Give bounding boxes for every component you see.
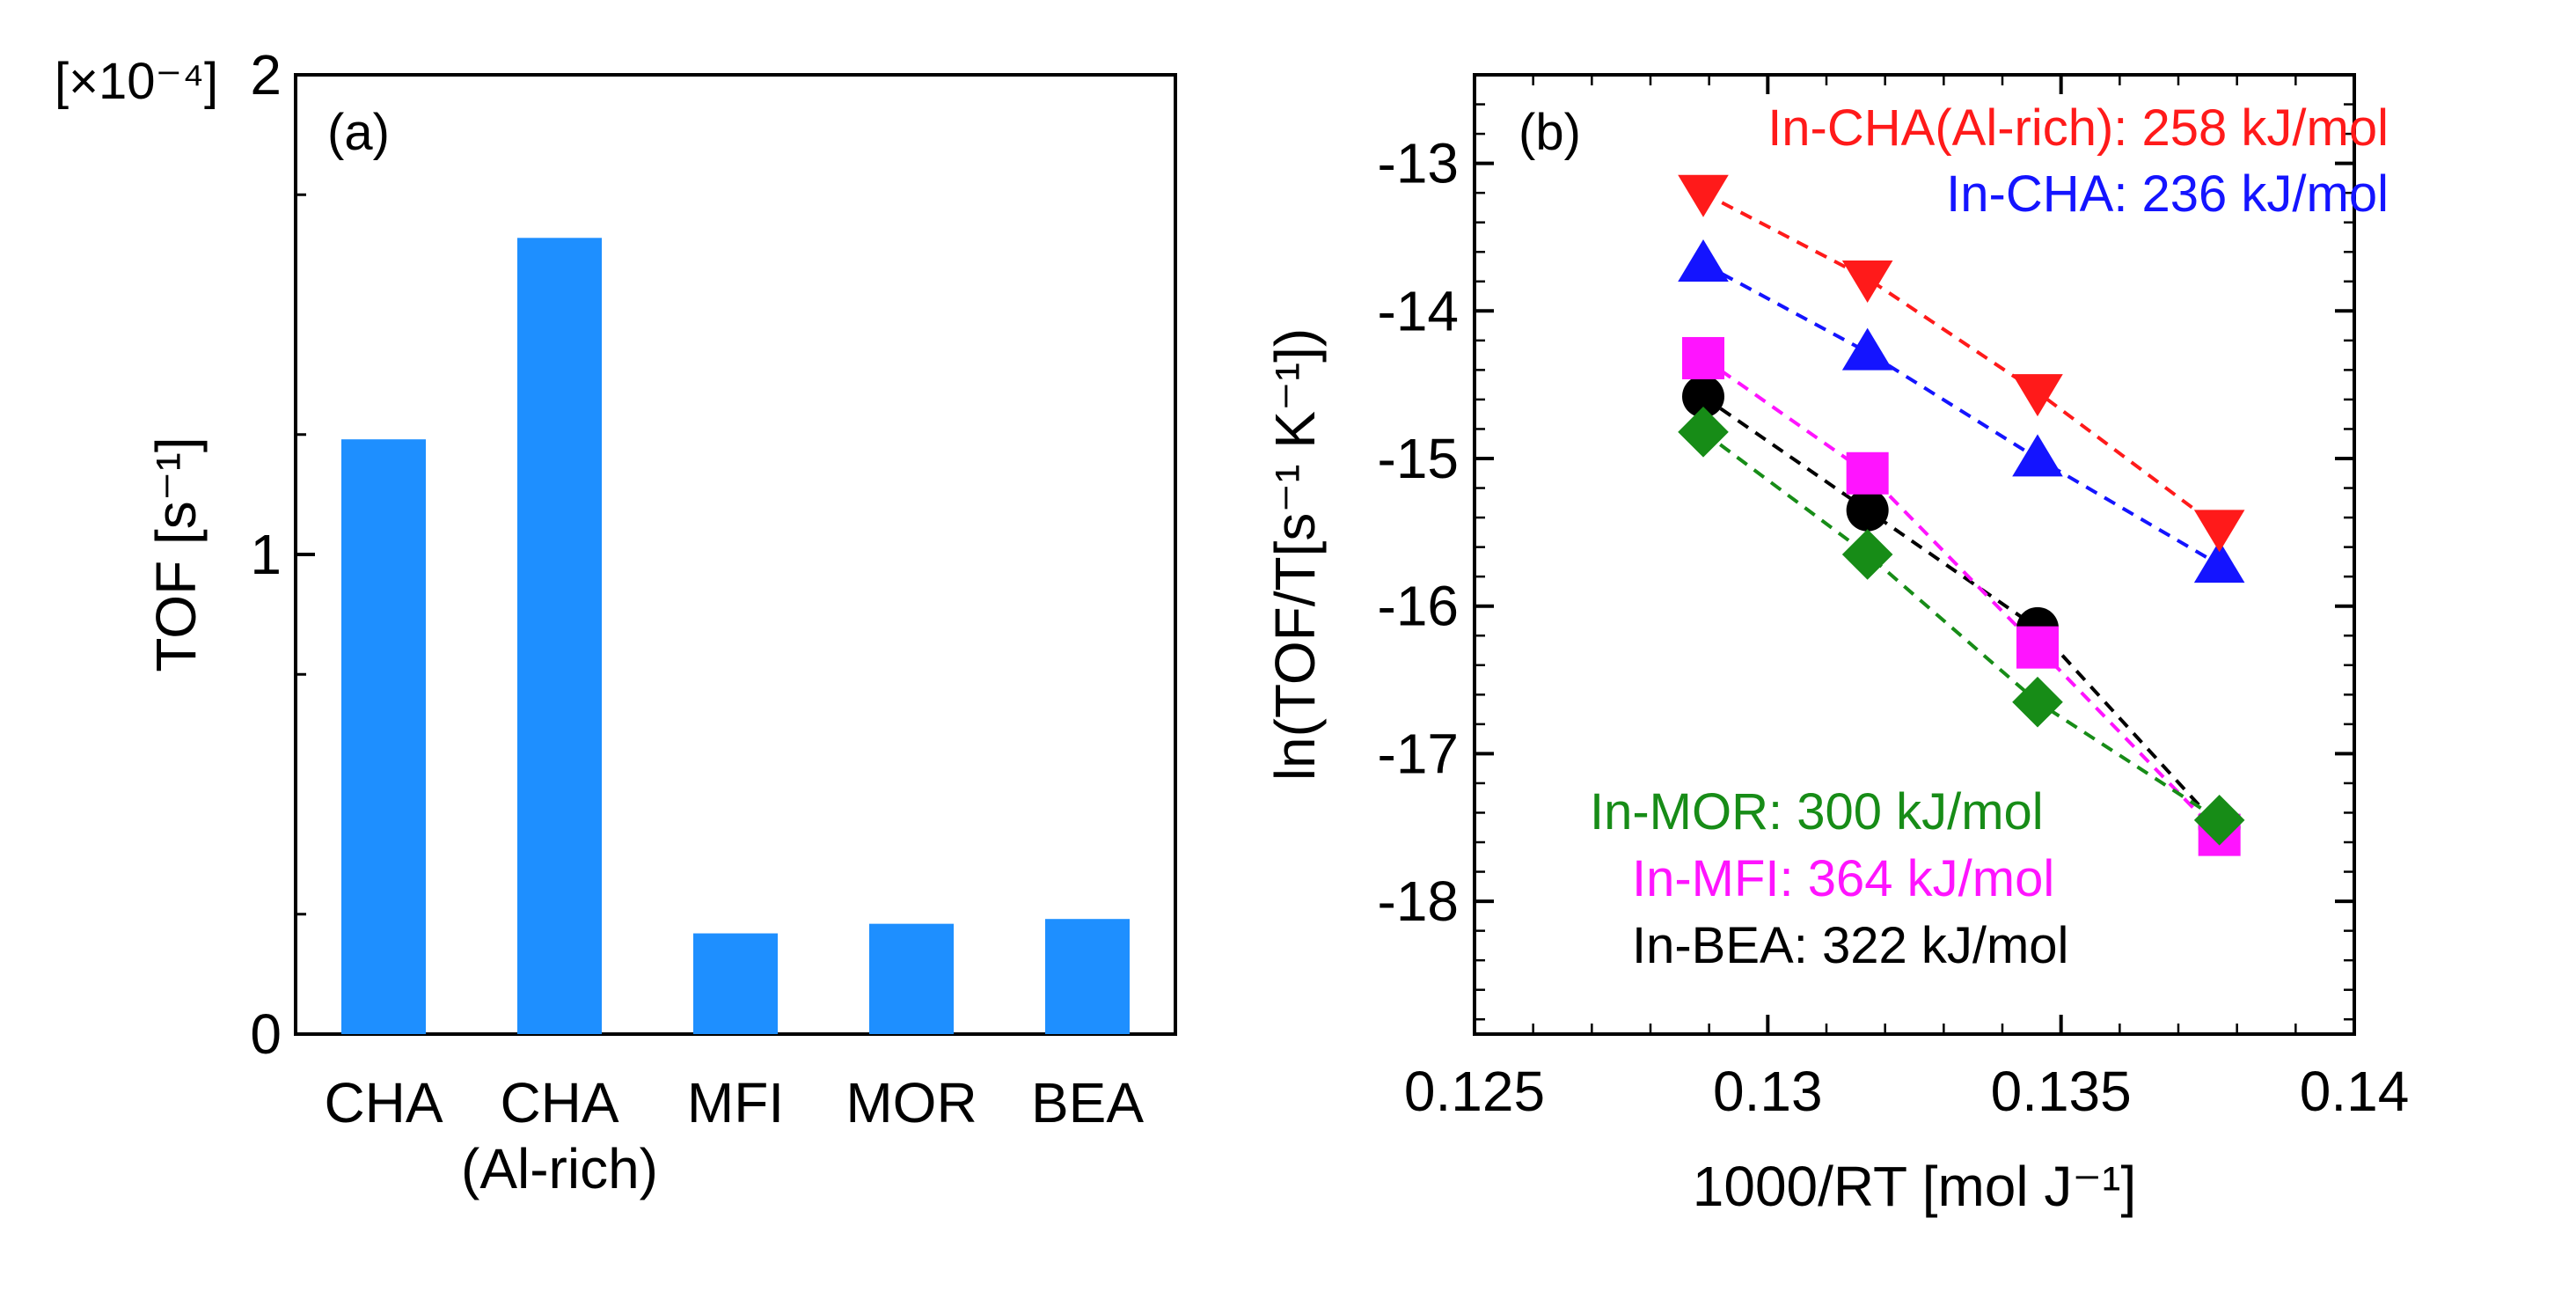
bar-mor <box>869 923 954 1034</box>
legend-in-bea: In-BEA: 322 kJ/mol <box>1632 917 2068 974</box>
point-in-mfi <box>1682 336 1724 379</box>
legend-in-mfi: In-MFI: 364 kJ/mol <box>1632 850 2054 907</box>
point-in-bea <box>1846 488 1889 532</box>
panel-a-multiplier: [×10⁻⁴] <box>55 53 218 110</box>
series-line-in-bea <box>1701 394 2221 829</box>
panel-b-plot-frame <box>1473 73 2356 1036</box>
panel-b-label: (b) <box>1519 104 1581 161</box>
x-tick-label: 0.135 <box>1991 1060 2132 1123</box>
bar-mfi <box>693 933 778 1034</box>
x-tick-label: 0.13 <box>1713 1060 1823 1123</box>
series-line-in-mor <box>1701 430 2221 822</box>
series-line-in-cha-al-rich <box>1702 191 2221 530</box>
point-in-mor <box>2012 676 2063 728</box>
x-tick-label: 0.14 <box>2300 1060 2410 1123</box>
point-in-bea <box>1682 375 1724 418</box>
bar-cha <box>341 439 426 1034</box>
y-tick-label: -13 <box>1378 132 1460 195</box>
panel-a-y-axis-title: TOF [s⁻¹] <box>144 437 208 672</box>
legend-in-cha: In-CHA: 236 kJ/mol <box>1946 165 2389 223</box>
x-tick-label: CHA <box>324 1071 443 1134</box>
point-in-cha <box>2012 434 2063 477</box>
y-tick-label: -17 <box>1378 722 1460 785</box>
point-in-cha <box>2193 540 2245 583</box>
point-in-mfi <box>1846 451 1889 495</box>
panel-a-bars <box>341 238 1130 1034</box>
y-tick-label: 1 <box>250 523 282 586</box>
point-in-cha <box>1678 239 1729 283</box>
panel-a-y-axis: 0 1 2 <box>250 43 315 1066</box>
panel-b-x-axis-title: 1000/RT [mol J⁻¹] <box>1693 1155 2137 1218</box>
x-tick-label: MFI <box>687 1071 784 1134</box>
y-tick-label: 0 <box>250 1002 282 1066</box>
point-in-mor <box>1841 529 1893 580</box>
legend-in-cha-al-rich: In-CHA(Al-rich): 258 kJ/mol <box>1767 99 2389 157</box>
point-in-cha-al-rich <box>2193 510 2245 553</box>
x-tick-label: BEA <box>1031 1071 1144 1134</box>
y-tick-label: -16 <box>1378 575 1460 638</box>
panel-b-series <box>1678 174 2245 856</box>
point-in-cha <box>1841 327 1893 371</box>
panel-a-plot-frame <box>294 73 1177 1036</box>
panel-b-arrhenius-plot: 0.125 0.13 0.135 0.14 -13 -14 -15 -16 -17 -18 (b)… <box>1263 73 2410 1218</box>
point-in-cha-al-rich <box>1678 174 1729 217</box>
x-tick-label: CHA <box>500 1071 618 1134</box>
y-tick-label: -14 <box>1378 279 1460 342</box>
series-line-in-mfi <box>1701 356 2221 837</box>
panel-a-bar-chart: 012 CHA CHA(Al-rich)MFI MOR BEA (a) [×10⁻⁴]… <box>55 43 1177 1200</box>
y-tick-label: 2 <box>250 43 282 106</box>
panel-a-label: (a) <box>327 104 390 161</box>
y-tick-label: -18 <box>1378 870 1460 933</box>
x-tick-label: MOR <box>845 1071 977 1134</box>
panel-b-y-axis-title: ln(TOF/T[s⁻¹ K⁻¹]) <box>1263 328 1327 781</box>
series-line-in-cha <box>1702 261 2221 567</box>
bar-cha-al-rich <box>517 238 602 1034</box>
x-tick-label: 0.125 <box>1404 1060 1545 1123</box>
point-in-cha-al-rich <box>2012 374 2063 417</box>
point-in-mor <box>1678 407 1729 458</box>
y-tick-label: -15 <box>1378 427 1460 490</box>
panel-b-axes: 0.125 0.13 0.135 0.14 -13 -14 -15 -16 -17 -18 <box>1378 73 2410 1123</box>
legend-in-mor: In-MOR: 300 kJ/mol <box>1590 783 2044 840</box>
panel-a-x-axis: CHA CHA(Al-rich)MFI MOR BEA <box>324 1071 1144 1200</box>
point-in-cha-al-rich <box>1841 261 1893 304</box>
bar-bea <box>1045 919 1130 1034</box>
point-in-mor <box>2193 795 2245 846</box>
point-in-mfi <box>2016 626 2059 669</box>
x-tick-sublabel: (Al-rich) <box>461 1137 658 1200</box>
